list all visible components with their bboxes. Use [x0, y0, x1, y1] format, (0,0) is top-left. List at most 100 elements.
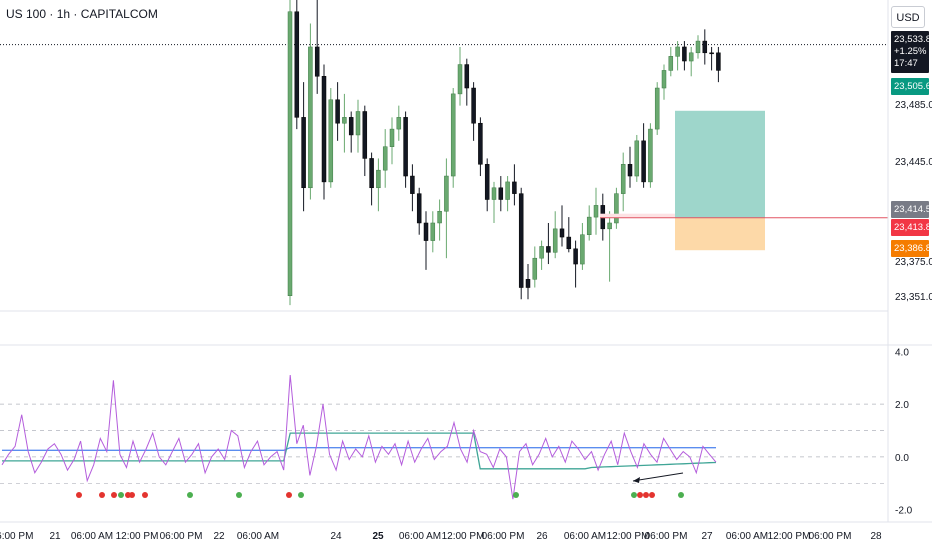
current-price-badge: +1.25%: [894, 46, 927, 57]
time-tick-label: 06:00 AM: [564, 531, 606, 542]
candle[interactable]: [430, 222, 436, 241]
candle[interactable]: [648, 128, 653, 183]
signal-dot-green: [678, 492, 684, 498]
arrow-line[interactable]: [632, 472, 684, 482]
candle[interactable]: [369, 158, 374, 189]
candle[interactable]: [573, 248, 578, 265]
candle[interactable]: [342, 117, 347, 124]
price-pane[interactable]: [0, 0, 888, 306]
stop-zone[interactable]: [675, 217, 765, 251]
candle[interactable]: [321, 76, 327, 183]
candle[interactable]: [437, 210, 442, 224]
candle[interactable]: [423, 222, 429, 241]
signal-dot-green: [513, 492, 519, 498]
candle[interactable]: [532, 257, 538, 280]
candle[interactable]: [444, 175, 449, 212]
symbol-title[interactable]: US 100 · 1h · CAPITALCOM: [6, 7, 158, 21]
candle[interactable]: [593, 205, 599, 218]
last-price-badge: 23,413.8: [894, 222, 931, 233]
candle[interactable]: [525, 279, 531, 288]
candle[interactable]: [396, 117, 402, 130]
candle[interactable]: [287, 11, 293, 296]
candle[interactable]: [614, 193, 619, 224]
candle[interactable]: [498, 187, 504, 200]
average-line[interactable]: [2, 447, 716, 451]
candle[interactable]: [416, 193, 422, 224]
candle[interactable]: [308, 46, 313, 189]
candle[interactable]: [607, 222, 612, 230]
oscillator-line[interactable]: [1, 374, 717, 500]
candle[interactable]: [580, 234, 585, 265]
candle[interactable]: [518, 193, 524, 288]
candle[interactable]: [348, 117, 354, 136]
time-tick-label: 22: [213, 531, 225, 542]
candle[interactable]: [382, 146, 388, 171]
candle[interactable]: [376, 169, 381, 189]
time-tick-label: 06:00 PM: [0, 531, 33, 542]
stop-price-badge-bg: [891, 240, 929, 257]
candle[interactable]: [505, 181, 510, 200]
candle[interactable]: [654, 87, 660, 130]
candle[interactable]: [355, 111, 361, 136]
candle[interactable]: [464, 64, 470, 89]
candle[interactable]: [478, 122, 483, 165]
candle[interactable]: [552, 228, 558, 253]
price-axis[interactable]: 23,485.0 23,445.0 23,375.0 23,351.0 23,533.8…: [891, 31, 932, 303]
candle[interactable]: [491, 187, 497, 200]
candle[interactable]: [675, 46, 680, 57]
price-tick-label: 23,375.0: [895, 257, 932, 268]
signal-dot-green: [298, 492, 304, 498]
price-tick-label: 23,485.0: [895, 100, 932, 111]
candle[interactable]: [702, 40, 708, 54]
long-position-tool[interactable]: [600, 110, 888, 251]
candle[interactable]: [634, 140, 640, 177]
oscillator-pane[interactable]: [0, 374, 888, 500]
candle[interactable]: [314, 46, 320, 77]
price-tick-label: 23,445.0: [895, 157, 932, 168]
candle[interactable]: [566, 236, 572, 250]
osc-tick-label: 0.0: [895, 453, 909, 464]
candle[interactable]: [484, 164, 490, 200]
price-tick-label: 23,351.0: [895, 292, 932, 303]
candle[interactable]: [695, 40, 701, 54]
candle[interactable]: [620, 164, 626, 194]
candle[interactable]: [403, 117, 408, 177]
oscillator-axis[interactable]: 4.0 2.0 0.0 -2.0: [895, 347, 913, 516]
target-price-badge-bg: [891, 78, 929, 95]
candle[interactable]: [389, 128, 395, 147]
signal-dot-red: [111, 492, 117, 498]
candle[interactable]: [294, 11, 300, 118]
signal-dot-green: [236, 492, 242, 498]
candle[interactable]: [512, 181, 517, 194]
candle[interactable]: [716, 52, 721, 71]
candle[interactable]: [328, 99, 334, 183]
candle[interactable]: [410, 175, 415, 194]
time-tick-label: 06:00 PM: [160, 531, 203, 542]
target-price-badge: 23,505.6: [894, 81, 931, 92]
candle[interactable]: [586, 216, 592, 235]
candle[interactable]: [546, 246, 551, 253]
candle[interactable]: [362, 111, 368, 159]
candle[interactable]: [471, 87, 476, 124]
candle[interactable]: [539, 246, 544, 259]
candle[interactable]: [641, 140, 646, 183]
candle[interactable]: [335, 99, 340, 124]
candle[interactable]: [668, 56, 674, 71]
candle[interactable]: [688, 52, 694, 62]
candle[interactable]: [457, 64, 463, 95]
candle[interactable]: [301, 117, 306, 189]
currency-button[interactable]: USD: [891, 6, 925, 28]
candle[interactable]: [709, 52, 714, 55]
candle[interactable]: [661, 70, 667, 89]
target-zone[interactable]: [675, 110, 765, 218]
candle[interactable]: [559, 228, 565, 238]
signal-dot-red: [76, 492, 82, 498]
candle[interactable]: [682, 46, 687, 62]
signal-dot-red: [649, 492, 655, 498]
signal-dot-red: [643, 492, 649, 498]
candle[interactable]: [627, 164, 633, 177]
osc-tick-label: -2.0: [895, 506, 913, 517]
candle[interactable]: [450, 93, 456, 177]
